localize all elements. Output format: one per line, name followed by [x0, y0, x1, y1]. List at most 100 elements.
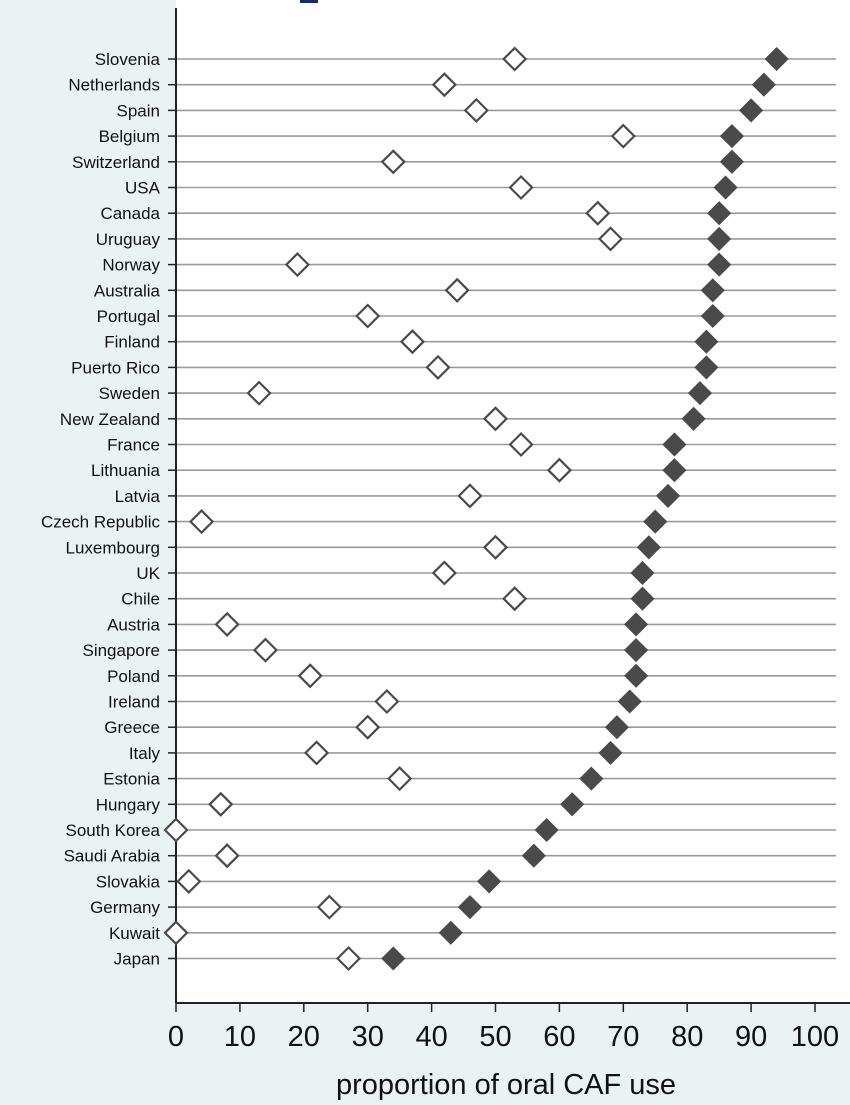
filled-diamond-marker [764, 46, 789, 72]
y-tick-label: Saudi Arabia [64, 847, 161, 866]
hollow-diamond-marker [444, 277, 470, 303]
y-tick-label: Ireland [108, 693, 160, 712]
filled-diamond-marker [707, 226, 732, 251]
y-tick-label: Italy [129, 744, 161, 763]
y-tick-label: Puerto Rico [71, 358, 160, 377]
filled-diamond-marker [630, 560, 655, 586]
hollow-diamond-marker [163, 920, 189, 946]
hollow-diamond-marker [208, 791, 234, 817]
y-tick-label: Slovenia [95, 50, 161, 69]
y-tick-label: Czech Republic [41, 513, 161, 532]
y-tick-labels: Slovenia Netherlands Spain Belgium Switzerla… [41, 50, 176, 969]
hollow-diamond-marker [214, 611, 240, 637]
hollow-diamond-marker [431, 560, 457, 586]
hollow-diamond-marker [316, 894, 342, 920]
filled-diamond-marker [751, 72, 776, 97]
x-tick-label: 30 [352, 1021, 384, 1053]
x-tick-label: 70 [607, 1021, 639, 1053]
hollow-diamond-marker [457, 483, 483, 509]
y-tick-label: Kuwait [109, 924, 160, 943]
x-tick-label: 90 [735, 1021, 767, 1053]
filled-diamond-marker [457, 895, 483, 920]
filled-diamond-marker [624, 663, 649, 688]
filled-diamond-marker [700, 303, 725, 329]
y-tick-label: Switzerland [72, 153, 160, 172]
y-tick-label: Portugal [97, 307, 160, 326]
hollow-diamond-marker [189, 509, 215, 535]
y-tick-label: Finland [104, 333, 160, 352]
hollow-diamond-marker [284, 252, 310, 278]
hollow-diamond-marker [214, 843, 240, 869]
filled-diamond-marker [655, 483, 681, 508]
hollow-diamond-marker [374, 688, 400, 715]
filled-diamond-marker [662, 432, 687, 457]
hollow-diamond-marker [585, 200, 611, 226]
hollow-diamond-marker [304, 740, 330, 766]
filled-diamond-marker [719, 149, 744, 174]
x-ticks: 0 10 20 30 40 50 60 70 80 90 100 [168, 1003, 839, 1053]
x-tick-label: 50 [479, 1021, 511, 1053]
y-tick-label: Netherlands [68, 76, 160, 95]
plot-background [176, 0, 850, 1003]
hollow-diamond-marker [610, 123, 636, 149]
x-tick-label: 60 [543, 1021, 575, 1053]
filled-diamond-marker [636, 535, 661, 560]
hollow-diamond-marker [546, 457, 572, 483]
y-tick-label: Belgium [99, 127, 160, 146]
y-tick-label: Spain [117, 101, 160, 120]
hollow-diamond-marker [355, 714, 381, 740]
hollow-diamond-marker [380, 149, 406, 175]
x-axis-label: proportion of oral CAF use [336, 1069, 676, 1101]
filled-diamond-marker [381, 946, 406, 971]
filled-diamond-marker [579, 766, 604, 791]
filled-diamond-marker [617, 689, 642, 714]
filled-diamond-marker [719, 124, 744, 149]
hollow-diamond-marker [508, 431, 534, 458]
y-tick-label: Greece [104, 718, 160, 737]
filled-diamond-marker [739, 98, 764, 123]
gridlines [176, 58, 836, 960]
y-tick-label: Uruguay [96, 230, 161, 249]
x-tick-label: 0 [168, 1021, 184, 1053]
filled-diamond-marker [630, 586, 655, 611]
hollow-diamond-marker [431, 72, 457, 98]
y-tick-label: Norway [102, 256, 160, 275]
y-tick-label: UK [136, 564, 160, 583]
y-tick-label: South Korea [65, 821, 160, 840]
y-tick-label: USA [125, 179, 161, 198]
hollow-diamond-marker [176, 868, 202, 894]
y-tick-label: Hungary [96, 795, 161, 814]
x-tick-label: 20 [288, 1021, 320, 1053]
x-tick-label: 100 [791, 1021, 839, 1053]
y-tick-label: Poland [107, 667, 160, 686]
y-tick-label: Slovakia [96, 872, 161, 891]
filled-diamond-marker [707, 201, 732, 226]
y-tick-label: Sweden [99, 384, 160, 403]
filled-diamond-marker [560, 792, 585, 817]
hollow-diamond-marker [463, 97, 489, 123]
y-tick-label: Estonia [103, 770, 160, 789]
filled-diamond-marker [694, 329, 719, 354]
y-tick-label: Chile [121, 590, 160, 609]
hollow-diamond-marker [597, 226, 624, 252]
y-tick-label: Germany [90, 898, 160, 917]
hollow-diamond-marker [425, 354, 451, 380]
y-tick-label: France [107, 436, 160, 455]
y-tick-label: Japan [114, 950, 160, 969]
filled-diamond-marker [598, 740, 623, 765]
hollow-diamond-marker [355, 303, 381, 329]
y-tick-label: Latvia [115, 487, 161, 506]
filled-diamond-marker [477, 869, 502, 894]
hollow-diamond-marker [387, 766, 413, 792]
y-tick-label: Lithuania [91, 461, 161, 480]
x-tick-label: 40 [415, 1021, 447, 1053]
filled-diamond-marker [700, 278, 725, 303]
hollow-diamond-marker [482, 534, 509, 560]
hollow-diamond-marker [508, 174, 534, 201]
filled-diamond-marker [438, 920, 463, 945]
filled-diamond-marker [624, 612, 649, 637]
y-tick-label: Luxembourg [65, 538, 160, 557]
y-tick-label: Austria [107, 615, 160, 634]
hollow-diamond-marker [335, 945, 362, 972]
